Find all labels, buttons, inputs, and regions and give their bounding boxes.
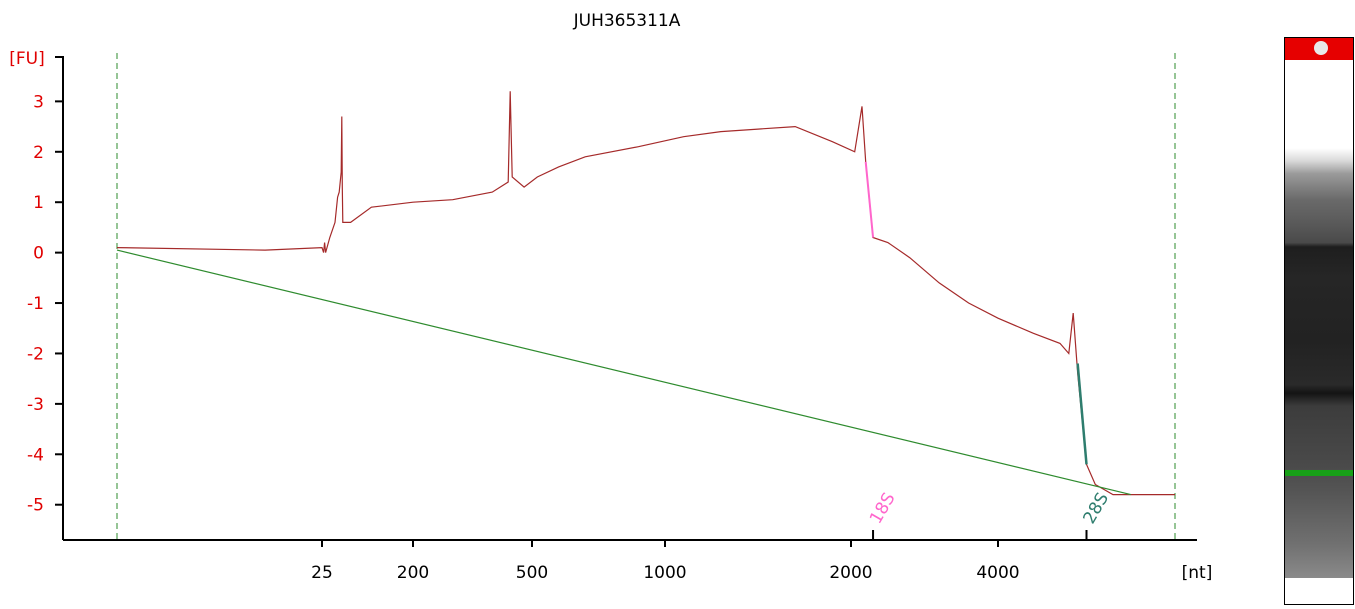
- x-tick-label: 4000: [976, 563, 1019, 583]
- gel-lane-body: [1285, 148, 1353, 578]
- peak-28s-segment: [1076, 363, 1088, 465]
- x-tick-label: 500: [516, 563, 548, 583]
- gel-top-bar: [1285, 38, 1353, 60]
- signal-trace-line: [116, 91, 1175, 496]
- y-tick-label: 1: [33, 193, 44, 213]
- peak-18s-segment: [864, 161, 875, 238]
- baseline-line: [116, 249, 1131, 496]
- y-tick-label: -2: [27, 344, 44, 364]
- marker-label-18s: 18S: [866, 489, 900, 527]
- y-tick-label: -4: [27, 445, 44, 465]
- electropherogram-chart: JUH365311A [FU] [nt] 3 2 1 0 -1 -2 -3 -4 -5 25 20…: [9, 11, 1213, 583]
- x-tick-label: 1000: [643, 563, 686, 583]
- x-axis-label: [nt]: [1182, 563, 1213, 583]
- y-tick-label: 2: [33, 143, 44, 163]
- gel-well-icon: [1314, 41, 1328, 55]
- y-tick-label: -5: [27, 496, 44, 516]
- chart-title: JUH365311A: [573, 11, 681, 31]
- y-tick-label: -1: [27, 294, 44, 314]
- x-tick-label: 200: [397, 563, 429, 583]
- y-tick-label: 3: [33, 92, 44, 112]
- y-axis-label: [FU]: [9, 49, 45, 69]
- marker-label-28s: 28S: [1080, 489, 1114, 527]
- x-tick-label: 2000: [829, 563, 872, 583]
- y-tick-label: -3: [27, 395, 44, 415]
- y-tick-label: 0: [33, 244, 44, 264]
- gel-lane-image: [1284, 37, 1354, 605]
- x-tick-label: 25: [311, 563, 333, 583]
- gel-marker-band: [1285, 470, 1353, 476]
